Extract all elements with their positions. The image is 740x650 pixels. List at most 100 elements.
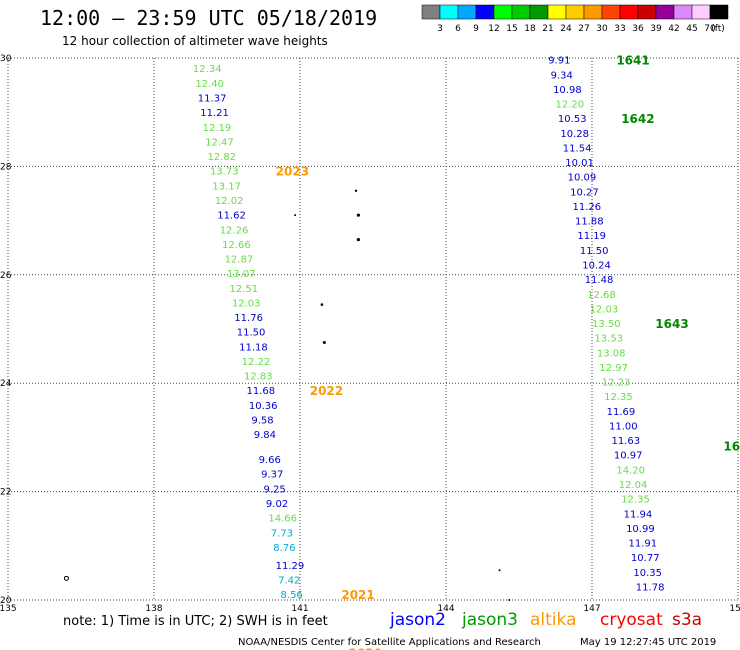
lat-lon-grid xyxy=(7,57,739,601)
lat-tick-label: 20 xyxy=(0,596,12,606)
swh-value: 10.36 xyxy=(249,401,278,412)
swh-value: 11.50 xyxy=(580,246,609,257)
legend-swatch xyxy=(475,4,495,20)
legend-swatch-label: 45 xyxy=(686,24,697,34)
swh-value: 11.54 xyxy=(563,143,592,154)
swh-value: 9.58 xyxy=(251,416,273,427)
island-marker xyxy=(354,189,358,192)
lon-tick-label: 150 xyxy=(729,604,740,614)
time-labels: 1641 1642 1643 16 2023 2022 2021 2020 xyxy=(276,54,740,650)
swh-value: 12.26 xyxy=(220,225,249,236)
legend-swatch xyxy=(691,4,711,20)
axis-labels: 202224262830135138141144147150 xyxy=(0,54,740,614)
swh-value: 12.47 xyxy=(205,137,234,148)
lat-tick-label: 28 xyxy=(0,162,12,172)
swh-value: 11.68 xyxy=(246,386,275,397)
island-marker xyxy=(294,214,297,217)
legend-swatch xyxy=(511,4,531,20)
legend-swatch xyxy=(673,4,693,20)
lat-tick-label: 30 xyxy=(0,54,12,64)
lat-tick-label: 22 xyxy=(0,488,11,498)
swh-value: 11.91 xyxy=(629,539,658,550)
swh-value: 12.82 xyxy=(208,152,237,163)
legend-swatch xyxy=(529,4,549,20)
swh-value: 11.18 xyxy=(239,342,268,353)
swh-value: 7.73 xyxy=(271,528,293,539)
swh-value: 12.97 xyxy=(599,363,628,374)
swh-value: 11.29 xyxy=(276,561,305,572)
island-marker xyxy=(63,575,69,581)
legend-swatch xyxy=(457,4,477,20)
island-marker xyxy=(356,237,360,242)
swh-value: 11.50 xyxy=(237,328,266,339)
lon-tick-label: 147 xyxy=(583,604,600,614)
time-label: 2020 xyxy=(349,647,382,650)
legend-swatch-label: 36 xyxy=(632,24,644,34)
swh-value: 10.28 xyxy=(560,129,589,140)
page-title: 12:00 – 23:59 UTC 05/18/2019 xyxy=(40,6,377,30)
swh-value: 11.19 xyxy=(577,231,606,242)
legend-swatch-label: 33 xyxy=(614,24,625,34)
swh-value: 12.19 xyxy=(203,123,232,134)
legend-swatch-label: 39 xyxy=(650,24,662,34)
lat-tick-label: 26 xyxy=(0,271,12,281)
swh-value: 13.50 xyxy=(592,319,621,330)
swh-value: 10.01 xyxy=(565,158,594,169)
legend-swatch xyxy=(637,4,657,20)
legend-swatch xyxy=(709,4,729,20)
swh-value: 13.73 xyxy=(210,167,239,178)
swh-value: 12.02 xyxy=(215,196,244,207)
swh-track-values: 12.34 12.40 11.37 11.21 12.19 12.47 12.82 13.73… xyxy=(193,56,665,601)
swh-value: 11.48 xyxy=(585,275,614,286)
swh-value: 9.91 xyxy=(548,56,570,67)
island-marker xyxy=(498,569,501,572)
swh-value: 11.94 xyxy=(624,509,653,520)
swh-value: 12.23 xyxy=(602,378,631,389)
legend-swatch-label: 42 xyxy=(668,24,679,34)
lat-tick-label: 24 xyxy=(0,379,12,389)
swh-value: 9.25 xyxy=(264,484,286,495)
swh-value: 8.56 xyxy=(281,590,303,601)
swh-value: 9.02 xyxy=(266,499,288,510)
swh-value: 11.37 xyxy=(198,94,227,105)
legend-swatch xyxy=(439,4,459,20)
legend-swatch xyxy=(547,4,567,20)
satellite-label-jason3: jason3 xyxy=(461,610,518,630)
swh-value: 11.21 xyxy=(200,108,229,119)
swh-value: 13.53 xyxy=(594,334,623,345)
page-subtitle: 12 hour collection of altimeter wave hei… xyxy=(62,34,328,48)
island-marker xyxy=(320,303,324,306)
swh-value: 12.66 xyxy=(222,240,251,251)
footer-timestamp: May 19 12:27:45 UTC 2019 xyxy=(580,637,716,648)
time-label: 16 xyxy=(723,440,740,454)
swh-value: 13.08 xyxy=(597,348,626,359)
swh-value: 10.98 xyxy=(553,85,582,96)
land-markers xyxy=(63,189,511,601)
swh-value: 11.63 xyxy=(611,436,640,447)
legend-swatch xyxy=(601,4,621,20)
swh-value: 12.34 xyxy=(193,64,222,75)
swh-value: 9.37 xyxy=(261,470,283,481)
swh-value: 12.68 xyxy=(587,290,616,301)
satellite-legend: jason2 jason3 altika cryosat s3a xyxy=(389,610,702,630)
satellite-label-cryosat: cryosat xyxy=(600,610,663,630)
island-marker xyxy=(508,599,511,601)
legend-swatch-label: 6 xyxy=(455,24,461,34)
island-marker xyxy=(322,341,326,345)
swh-value: 10.53 xyxy=(558,114,587,125)
time-label: 1643 xyxy=(655,317,688,331)
legend-swatch-label: 27 xyxy=(578,24,589,34)
lon-tick-label: 141 xyxy=(291,604,308,614)
lon-tick-label: 135 xyxy=(0,604,17,614)
legend-swatch xyxy=(655,4,675,20)
time-label: 1642 xyxy=(621,112,654,126)
satellite-label-s3a: s3a xyxy=(672,610,702,630)
swh-value: 10.77 xyxy=(631,553,660,564)
swh-value: 12.87 xyxy=(225,255,254,266)
footer-credit: NOAA/NESDIS Center for Satellite Applica… xyxy=(238,637,541,648)
swh-value: 13.07 xyxy=(227,269,256,280)
color-legend: 3 6 9 12 15 18 21 24 27 30 33 36 39 42 45 70(ft) xyxy=(421,4,729,34)
swh-value: 12.03 xyxy=(590,304,619,315)
legend-swatch-label: 12 xyxy=(488,24,499,34)
swh-value: 8.76 xyxy=(273,543,295,554)
